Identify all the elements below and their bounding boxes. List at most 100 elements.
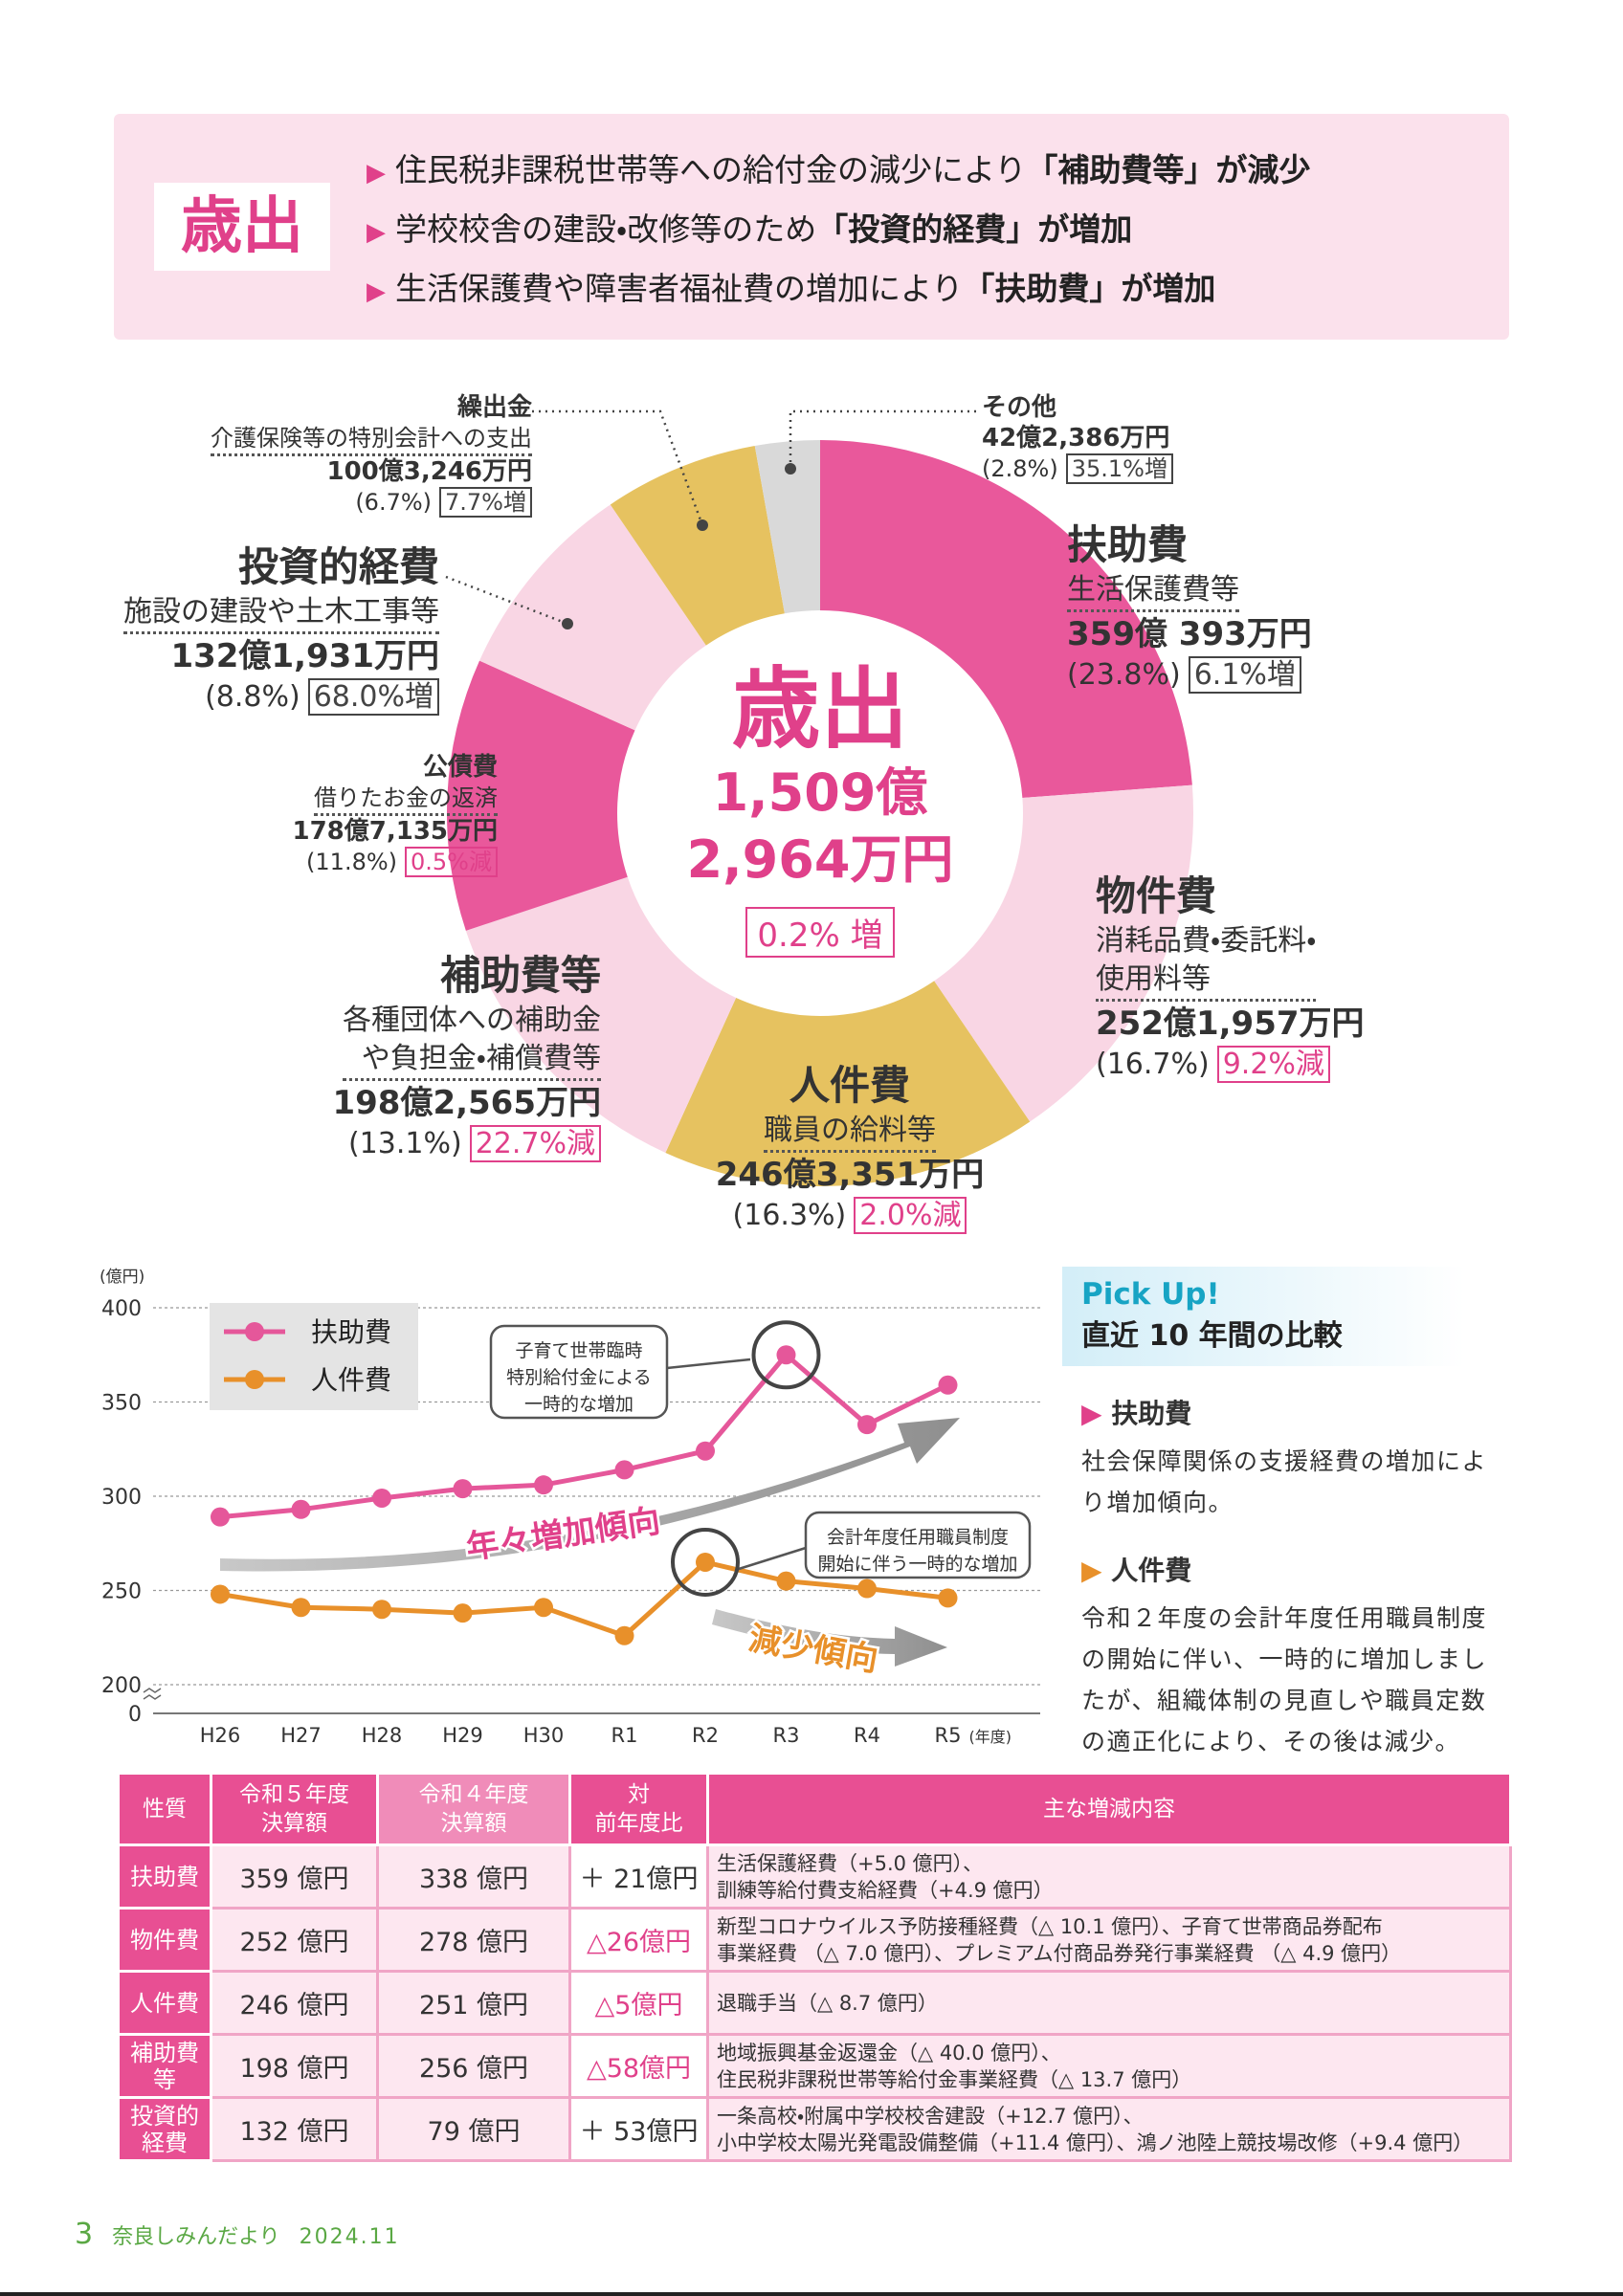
table-header: 性質 令和５年度 決算額 令和４年度 決算額対 前年度比 主な増減内容: [117, 1772, 1512, 1846]
donut-segment: [447, 660, 635, 931]
table-cell: 生活保護経費（+5.0 億円）、 訓練等給付費支給経費（+4.9 億円）: [706, 1843, 1512, 1910]
segment-amount: 198億2,565万円: [332, 1084, 601, 1122]
header-point: ▶ 住民税非課税世帯等への給付金の減少により「補助費等」が減少: [367, 149, 1310, 194]
table-cell: 246 億円: [210, 1970, 379, 2036]
issue: 2024.11: [299, 2225, 400, 2249]
series-point: [534, 1475, 553, 1495]
segment-share: (16.3%): [732, 1199, 847, 1232]
series-point: [453, 1479, 473, 1499]
segment-share-line: (6.7%) 7.7%増: [211, 487, 532, 518]
segment-share-line: (16.3%) 2.0%減: [611, 1197, 1089, 1235]
segment-label: 公債費 借りたお金の返済 178億7,135万円 (11.8%) 0.5%減: [292, 752, 498, 877]
point-emphasis: 「扶助費」が増加: [963, 270, 1216, 307]
segment-change: 7.7%増: [439, 487, 532, 518]
x-tick-label: H26: [200, 1724, 241, 1747]
legend-marker: [245, 1322, 264, 1341]
segment-label: 物件費 消耗品費・委託料・ 使用料等 252億1,957万円 (16.7%) 9.2%減: [1096, 871, 1365, 1084]
table-row: 投資的 経費 132 億円 79 億円＋ 53億円 一条高校・附属中学校校舎建設（+1…: [117, 2096, 1512, 2162]
pickup-text: 社会保障関係の支援経費の増加により増加傾向。: [1081, 1447, 1488, 1516]
leader-dot: [697, 519, 708, 531]
series-point: [534, 1598, 553, 1618]
segment-name: 投資的経費: [237, 543, 439, 590]
leader-dot: [562, 618, 573, 629]
table-cell: 252 億円: [210, 1907, 379, 1973]
y-tick-label: 200: [101, 1674, 142, 1698]
x-tick-label: R3: [773, 1724, 800, 1747]
x-tick-label: H27: [280, 1724, 322, 1747]
annotation-line: 特別給付金による: [506, 1367, 651, 1388]
segment-share: (6.7%): [355, 489, 433, 516]
series-point: [211, 1507, 230, 1527]
bullet: ▶: [367, 159, 386, 188]
segment-desc-wrap: 借りたお金の返済: [292, 783, 498, 816]
x-tick-label: R1: [611, 1724, 638, 1747]
callout-line: [666, 1358, 751, 1370]
segment-amount: 100億3,246万円: [326, 457, 532, 486]
table-cell: 投資的 経費: [117, 2096, 212, 2162]
segment-label: 扶助費 生活保護費等 359億 393万円 (23.8%) 6.1%増: [1067, 519, 1312, 695]
segment-share-line: (16.7%) 9.2%減: [1096, 1046, 1365, 1084]
table-cell: 補助費 等: [117, 2033, 212, 2099]
segment-share: (23.8%): [1067, 658, 1181, 692]
series-point: [857, 1415, 877, 1435]
segment-change: 68.0%増: [307, 678, 439, 716]
segment-amount: 246億3,351万円: [715, 1156, 985, 1194]
table-cell: 359 億円: [210, 1843, 379, 1910]
table-cell: 地域振興基金返還金（△ 40.0 億円）、 住民税非課税世帯等給付金事業経費（△…: [706, 2033, 1512, 2099]
segment-name: 公債費: [422, 753, 498, 782]
table-cell: 79 億円: [376, 2096, 571, 2162]
segment-desc: 借りたお金の返済: [314, 783, 498, 816]
series-line: [219, 1351, 949, 1520]
series-point: [776, 1345, 796, 1365]
y-tick-label: 350: [101, 1392, 142, 1416]
segment-label: 人件費 職員の給料等 246億3,351万円 (16.3%) 2.0%減: [611, 1060, 1089, 1235]
series-point: [938, 1588, 958, 1608]
segment-share: (8.8%): [205, 680, 300, 714]
annotation-line: 会計年度任用職員制度: [827, 1527, 1009, 1548]
leader-line: [789, 409, 976, 467]
pickup-heading-text: 人件費: [1111, 1555, 1192, 1586]
annotation-line: 一時的な増加: [524, 1394, 634, 1415]
segment-share: (16.7%): [1096, 1048, 1210, 1081]
series-point: [372, 1488, 391, 1508]
table-cell: 198 億円: [210, 2033, 379, 2099]
point-text: 生活保護費や障害者福祉費の増加により: [395, 270, 964, 307]
trend-arrow: [220, 1418, 960, 1572]
pickup-heading: ▶ 扶助費: [1081, 1398, 1192, 1429]
annotation-line: 子育て世帯臨時: [515, 1340, 642, 1361]
segment-name: その他: [982, 393, 1057, 422]
table-cell: 物件費: [117, 1907, 212, 1973]
pickup-heading-text: 扶助費: [1111, 1398, 1192, 1429]
table-cell: 新型コロナウイルス予防接種経費（△ 10.1 億円）、子育て世帯商品券配布 事業…: [706, 1907, 1512, 1973]
table-cell: 一条高校・附属中学校校舎建設（+12.7 億円）、 小中学校太陽光発電設備整備（…: [706, 2096, 1512, 2162]
series-point: [372, 1600, 391, 1620]
point-emphasis: 「投資的経費」が増加: [816, 210, 1133, 248]
segment-amount: 42億2,386万円: [982, 424, 1170, 453]
pickup-heading: ▶ 人件費: [1081, 1555, 1192, 1586]
table-row: 補助費 等 198 億円 256 億円 △58億円 地域振興基金返還金（△ 40.0 億…: [117, 2033, 1512, 2099]
table-row: 扶助費 359 億円 338 億円＋ 21億円 生活保護経費（+5.0 億円）、 訓練…: [117, 1843, 1512, 1910]
y-axis-label: (億円): [100, 1268, 145, 1287]
segment-amount: 359億 393万円: [1067, 615, 1312, 653]
bottom-rule: [0, 2292, 1623, 2296]
table-header-cell: 主な増減内容: [706, 1772, 1512, 1846]
x-tick-label: R5: [935, 1724, 962, 1747]
segment-share: (11.8%): [306, 849, 398, 875]
publication: 奈良しみんだより: [112, 2225, 280, 2249]
header-badge: 歳出: [154, 183, 330, 271]
callout-line: [738, 1546, 807, 1571]
table-cell: △26億円: [568, 1907, 709, 1973]
segment-desc-wrap: 各種団体への補助金 や負担金・補償費等: [332, 1002, 601, 1081]
segment-label: 繰出金 介護保険等の特別会計への支出 100億3,246万円 (6.7%) 7.7%増: [211, 392, 532, 518]
donut-segment: [754, 440, 820, 614]
table-cell: 278 億円: [376, 1907, 571, 1973]
legend-box: [210, 1303, 418, 1410]
bullet: ▶: [367, 277, 386, 306]
table-cell: △5億円: [568, 1970, 709, 2036]
page-number: 3: [75, 2218, 94, 2251]
series-point: [857, 1578, 877, 1599]
segment-amount: 132億1,931万円: [170, 637, 439, 675]
header-banner: 歳出 ▶ 住民税非課税世帯等への給付金の減少により「補助費等」が減少 ▶ 学校校舎の建…: [114, 114, 1509, 340]
